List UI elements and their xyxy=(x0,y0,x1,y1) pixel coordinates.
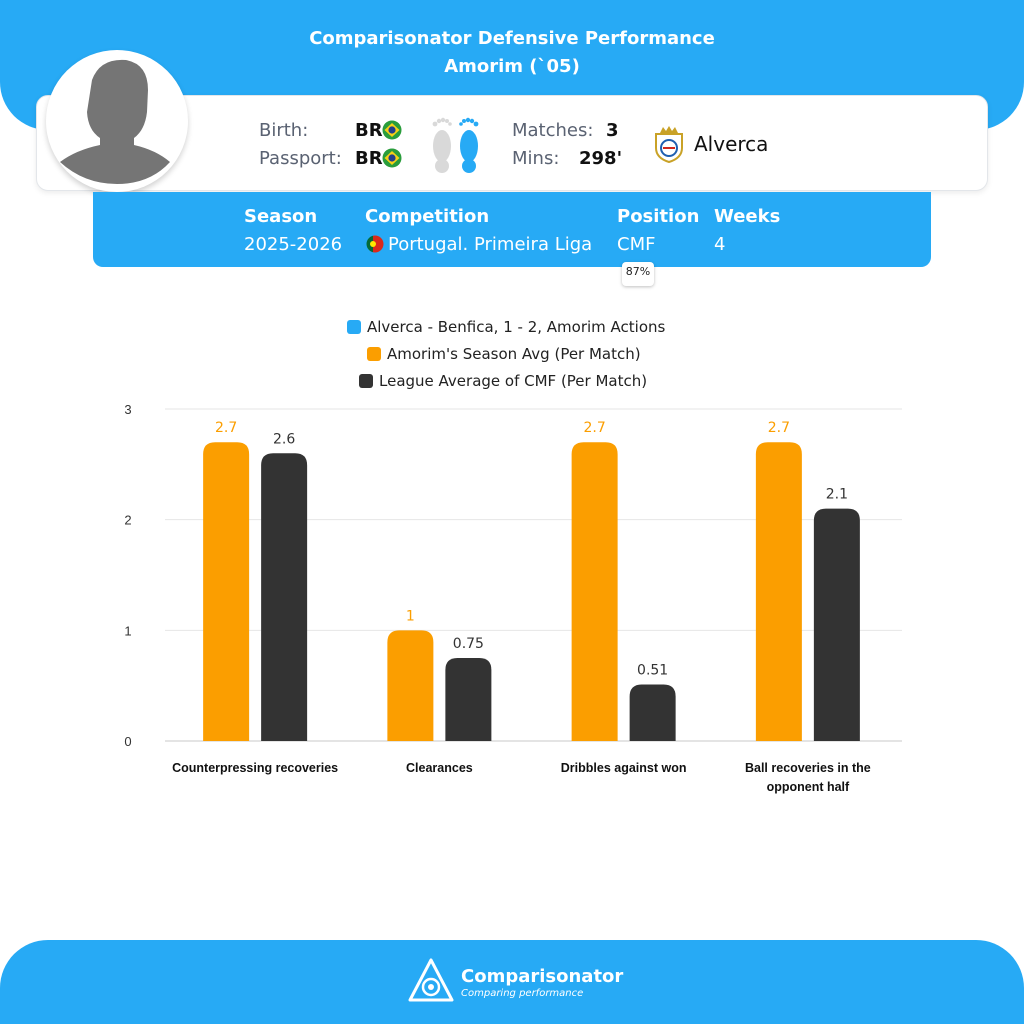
legend-swatch xyxy=(359,374,373,388)
legend-label: Alverca - Benfica, 1 - 2, Amorim Actions xyxy=(367,318,666,336)
legend-item-league-avg[interactable]: League Average of CMF (Per Match) xyxy=(359,372,647,390)
club-name: Alverca xyxy=(694,132,769,156)
feet-icon xyxy=(432,117,479,173)
matches-label: Matches: xyxy=(512,120,594,141)
passport-label: Passport: xyxy=(259,148,342,169)
bar-season-avg xyxy=(387,630,434,741)
bar-season-avg xyxy=(571,442,618,741)
portugal-flag-icon xyxy=(366,235,384,253)
x-tick-label: Counterpressing recoveries xyxy=(172,761,338,775)
competition-header: Competition xyxy=(365,206,490,227)
bar-league-avg xyxy=(445,658,492,741)
bar-season-avg xyxy=(203,442,250,741)
legend-swatch xyxy=(367,347,381,361)
brazil-flag-icon xyxy=(382,120,402,140)
birth-label: Birth: xyxy=(259,120,309,141)
season-header: Season xyxy=(244,206,318,227)
data-label: 2.7 xyxy=(215,420,237,436)
x-tick-label: Dribbles against won xyxy=(561,761,687,775)
mins-value: 298' xyxy=(579,148,623,169)
comparisonator-logo-icon xyxy=(408,958,454,1002)
matches-value: 3 xyxy=(606,120,619,141)
data-label: 2.7 xyxy=(583,420,605,436)
bar-league-avg xyxy=(629,684,676,741)
data-label: 0.75 xyxy=(453,636,484,652)
data-label: 0.51 xyxy=(637,663,668,679)
data-label: 2.1 xyxy=(826,487,848,503)
position-header: Position xyxy=(617,206,700,227)
brazil-flag-icon xyxy=(382,148,402,168)
data-label: 2.6 xyxy=(273,431,295,447)
data-label: 2.7 xyxy=(768,420,790,436)
x-tick-label: Clearances xyxy=(406,761,473,775)
page-title: Comparisonator Defensive Performance xyxy=(309,28,715,49)
competition-value: Portugal. Primeira Liga xyxy=(388,234,593,255)
brand-tagline: Comparing performance xyxy=(461,988,584,999)
weeks-header: Weeks xyxy=(714,206,781,227)
legend-item-season-avg[interactable]: Amorim's Season Avg (Per Match) xyxy=(367,345,641,363)
season-value: 2025-2026 xyxy=(244,234,343,255)
y-tick-label: 0 xyxy=(124,734,131,749)
legend-swatch xyxy=(347,320,361,334)
y-tick-label: 3 xyxy=(124,402,131,417)
data-label: 1 xyxy=(406,608,415,624)
legend-label: Amorim's Season Avg (Per Match) xyxy=(387,345,641,363)
weeks-value: 4 xyxy=(714,234,726,255)
y-tick-label: 2 xyxy=(124,513,131,528)
bar-season-avg xyxy=(755,442,802,741)
x-tick-label: Ball recoveries in the xyxy=(745,761,871,775)
y-tick-label: 1 xyxy=(124,623,131,638)
mins-label: Mins: xyxy=(512,148,560,169)
avatar xyxy=(46,50,188,192)
x-tick-label: opponent half xyxy=(767,780,850,794)
legend-item-match[interactable]: Alverca - Benfica, 1 - 2, Amorim Actions xyxy=(347,318,665,336)
player-name: Amorim (`05) xyxy=(444,56,580,77)
footer-band xyxy=(0,940,1024,1024)
legend-label: League Average of CMF (Per Match) xyxy=(379,372,648,390)
player-info-card xyxy=(36,95,988,191)
birth-value: BR xyxy=(355,120,383,141)
bar-league-avg xyxy=(813,508,860,741)
player-silhouette-icon xyxy=(53,57,181,185)
passport-value: BR xyxy=(355,148,383,169)
brand-name: Comparisonator xyxy=(461,966,624,987)
position-value: CMF xyxy=(617,234,656,255)
season-info-bar: Season 2025-2026 Competition Portugal. P… xyxy=(93,192,931,267)
position-percentage-badge: 87% xyxy=(622,262,654,286)
bar-league-avg xyxy=(261,453,308,741)
club-crest-icon xyxy=(655,126,683,164)
